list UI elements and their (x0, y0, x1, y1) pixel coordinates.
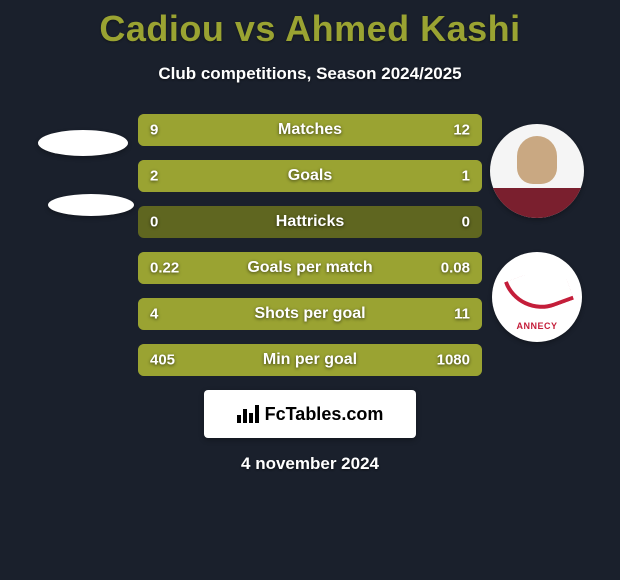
right-player-column: ANNECY (482, 114, 592, 342)
stat-bar-goals-per-match: Goals per match 0.22 0.08 (138, 252, 482, 284)
bar-value-left: 2 (150, 168, 158, 185)
bar-value-left: 405 (150, 352, 175, 369)
bar-label: Goals per match (247, 259, 372, 277)
bar-value-right: 1 (462, 168, 470, 185)
bar-label: Min per goal (263, 351, 357, 369)
bar-value-left: 9 (150, 122, 158, 139)
bar-value-left: 0.22 (150, 260, 179, 277)
bar-label: Hattricks (276, 213, 344, 231)
bar-value-right: 0 (462, 214, 470, 231)
bar-fill-left (138, 160, 367, 192)
stat-bars: Matches 9 12 Goals 2 1 Hattricks 0 0 Goals per ma… (138, 114, 482, 376)
comparison-content: Matches 9 12 Goals 2 1 Hattricks 0 0 Goals per ma… (0, 114, 620, 376)
annecy-swoosh-shape (504, 262, 574, 320)
stat-bar-shots-per-goal: Shots per goal 4 11 (138, 298, 482, 330)
stat-bar-hattricks: Hattricks 0 0 (138, 206, 482, 238)
bar-value-left: 4 (150, 306, 158, 323)
bar-value-left: 0 (150, 214, 158, 231)
annecy-logo-graphic: ANNECY (505, 265, 569, 329)
player-head-shape (517, 136, 557, 184)
bar-value-right: 11 (454, 306, 470, 323)
stat-bar-min-per-goal: Min per goal 405 1080 (138, 344, 482, 376)
annecy-logo-text: ANNECY (516, 321, 557, 331)
bar-value-right: 1080 (437, 352, 470, 369)
source-badge: FcTables.com (204, 390, 416, 438)
player-jersey-shape (490, 188, 584, 218)
footer-date: 4 november 2024 (0, 454, 620, 474)
page-title: Cadiou vs Ahmed Kashi (0, 0, 620, 50)
left-player-avatar-placeholder (38, 130, 128, 156)
bar-label: Matches (278, 121, 342, 139)
bar-value-right: 12 (453, 122, 470, 139)
right-team-logo: ANNECY (492, 252, 582, 342)
page-subtitle: Club competitions, Season 2024/2025 (0, 64, 620, 84)
left-player-column (28, 114, 138, 216)
stat-bar-matches: Matches 9 12 (138, 114, 482, 146)
source-badge-text: FcTables.com (265, 404, 384, 425)
fctables-icon (237, 405, 259, 423)
bar-label: Goals (288, 167, 332, 185)
bar-fill-left (138, 114, 286, 146)
right-player-avatar (490, 124, 584, 218)
left-team-logo-placeholder (48, 194, 134, 216)
bar-label: Shots per goal (254, 305, 365, 323)
stat-bar-goals: Goals 2 1 (138, 160, 482, 192)
bar-value-right: 0.08 (441, 260, 470, 277)
